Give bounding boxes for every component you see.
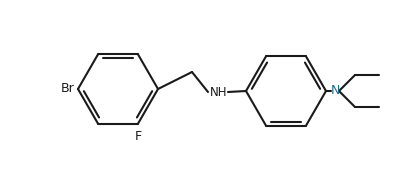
Text: N: N	[331, 84, 340, 98]
Text: F: F	[134, 130, 141, 143]
Text: Br: Br	[61, 82, 75, 95]
Text: NH: NH	[210, 86, 228, 98]
